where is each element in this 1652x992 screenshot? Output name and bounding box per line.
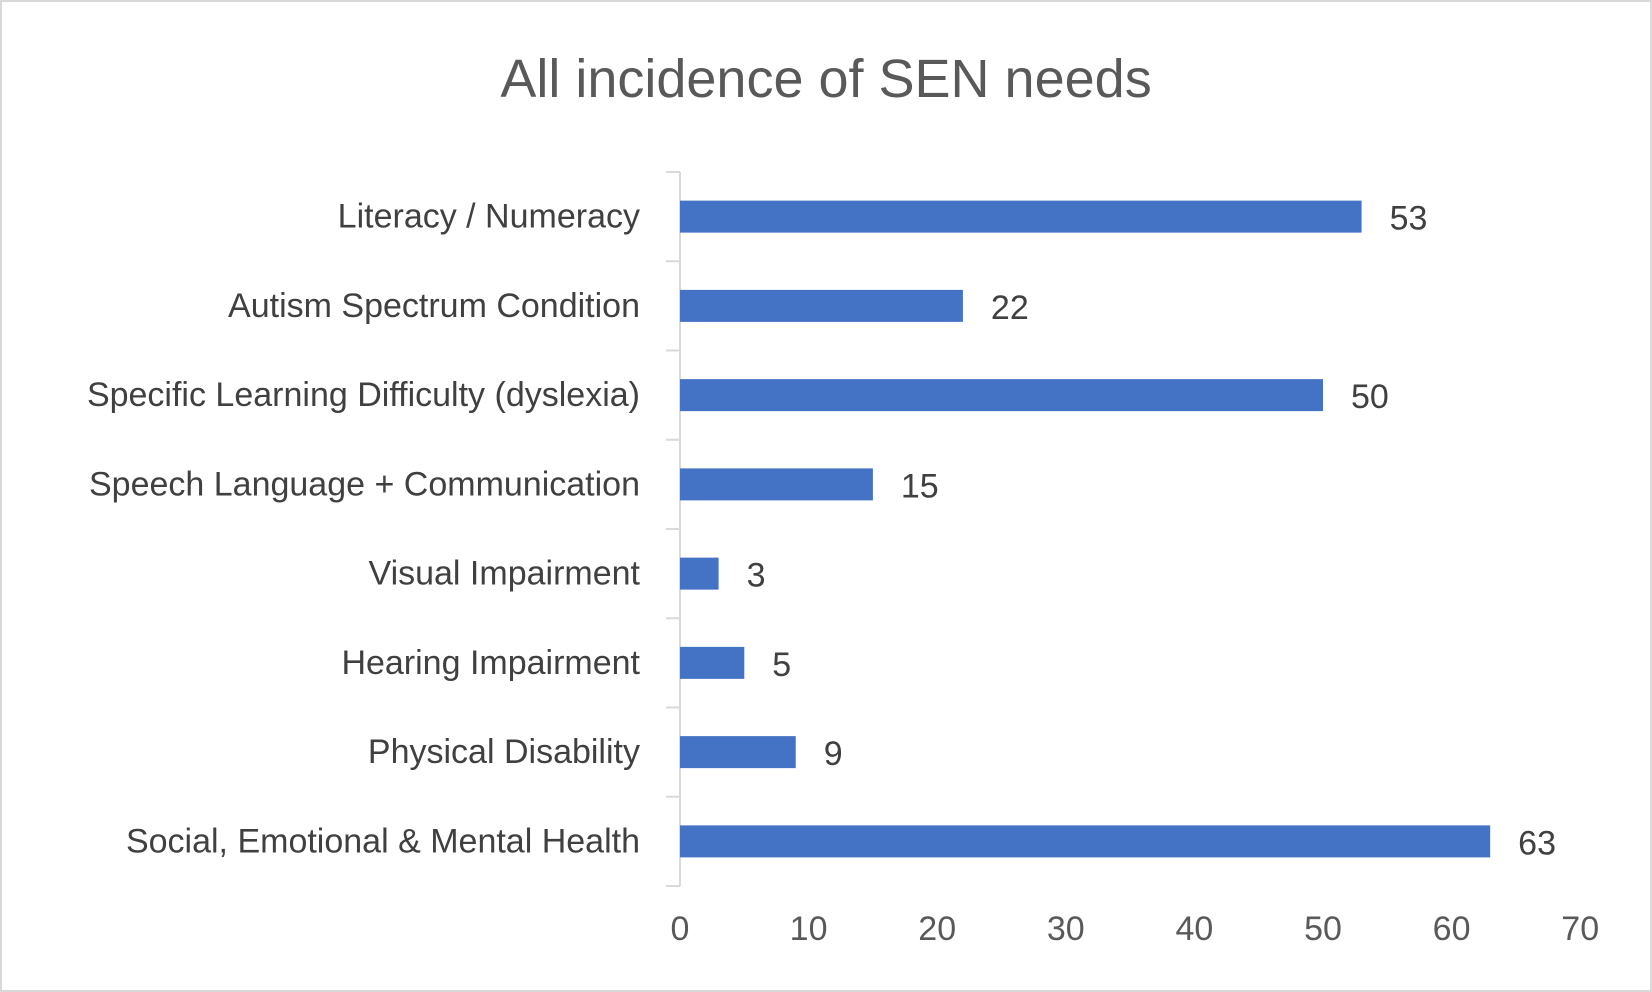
data-label: 5: [772, 646, 791, 684]
bar: [680, 557, 719, 590]
bar: [680, 379, 1323, 412]
chart-title: All incidence of SEN needs: [500, 49, 1151, 109]
x-tick-label: 10: [790, 910, 828, 948]
x-tick-label: 60: [1433, 910, 1471, 948]
category-label: Autism Spectrum Condition: [228, 287, 640, 325]
x-tick-label: 20: [918, 910, 956, 948]
bar: [680, 468, 873, 501]
category-label: Physical Disability: [368, 733, 640, 771]
x-tick-label: 0: [671, 910, 690, 948]
data-label: 22: [991, 289, 1029, 327]
bar: [680, 825, 1491, 858]
category-label: Speech Language + Communication: [89, 465, 640, 503]
data-label: 50: [1351, 378, 1389, 416]
bar: [680, 646, 745, 679]
data-label: 63: [1518, 824, 1556, 862]
bar: [680, 289, 963, 322]
x-tick-label: 50: [1304, 910, 1342, 948]
data-label: 3: [747, 557, 766, 595]
data-label: 15: [901, 467, 939, 505]
category-label: Hearing Impairment: [341, 644, 640, 682]
x-tick-label: 70: [1561, 910, 1599, 948]
category-label: Visual Impairment: [369, 555, 641, 593]
category-label: Literacy / Numeracy: [338, 198, 640, 236]
data-label: 53: [1390, 200, 1428, 238]
x-tick-label: 30: [1047, 910, 1085, 948]
bar: [680, 736, 796, 769]
bar: [680, 200, 1362, 233]
data-label: 9: [824, 735, 843, 773]
category-label: Social, Emotional & Mental Health: [126, 822, 640, 860]
x-tick-label: 40: [1175, 910, 1213, 948]
category-label: Specific Learning Difficulty (dyslexia): [87, 376, 640, 414]
